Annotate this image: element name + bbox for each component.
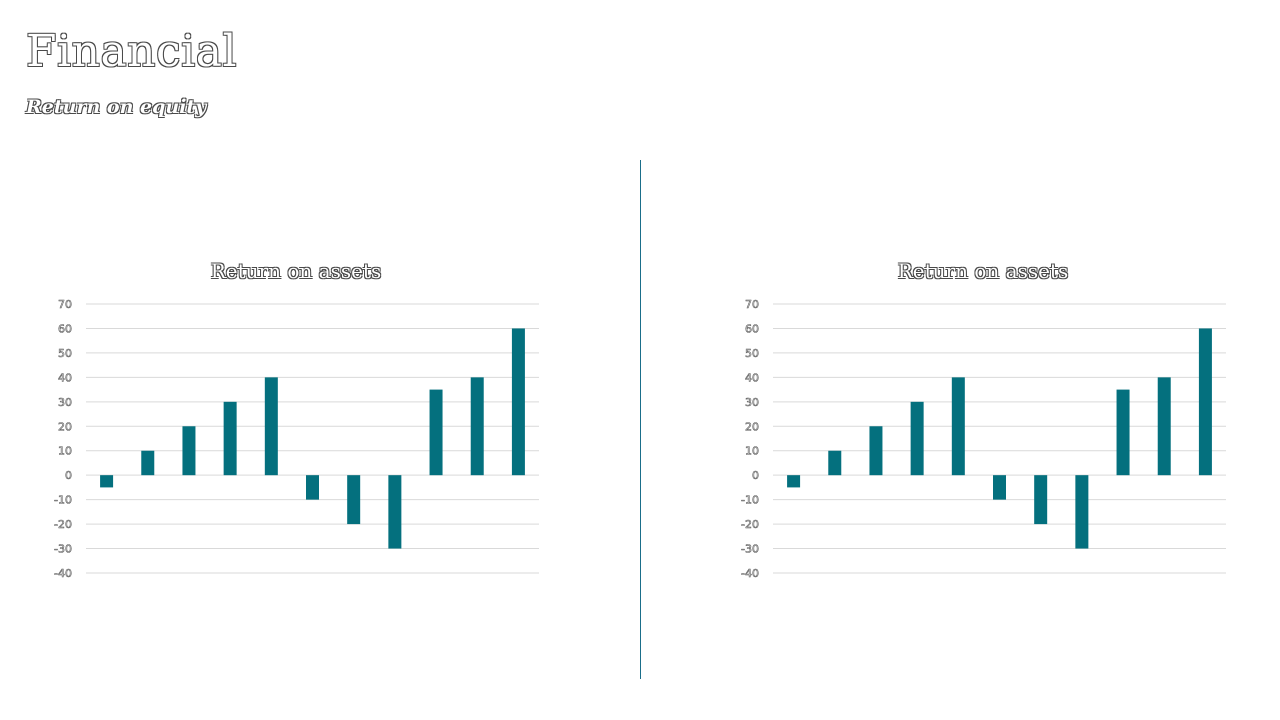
y-tick-label: 70 xyxy=(58,298,72,311)
y-tick-label: 30 xyxy=(58,396,72,409)
bar xyxy=(1034,475,1048,525)
y-tick-label: 60 xyxy=(745,322,759,335)
y-tick-label: 70 xyxy=(745,298,759,311)
y-tick-label: -10 xyxy=(741,494,759,507)
y-tick-label: 0 xyxy=(752,469,759,482)
bar xyxy=(388,475,402,549)
bar xyxy=(993,475,1006,500)
bar xyxy=(828,450,842,476)
y-tick-label: 20 xyxy=(58,420,72,433)
y-tick-label: 60 xyxy=(58,322,72,335)
bar xyxy=(223,401,237,476)
bar xyxy=(264,377,278,476)
y-tick-label: 40 xyxy=(745,371,759,384)
bar xyxy=(470,377,484,476)
y-tick-label: 0 xyxy=(65,469,72,482)
bar xyxy=(347,475,361,525)
bar xyxy=(141,450,155,476)
bar xyxy=(869,426,883,476)
chart-plot: 70 60 50 40 30 20 10 0 -10 -20 -30 -40 xyxy=(741,298,1226,580)
bar xyxy=(951,377,965,476)
y-tick-label: -30 xyxy=(741,543,759,556)
page-subtitle: Return on equity xyxy=(26,96,207,118)
bar xyxy=(787,475,801,488)
y-tick-label: 20 xyxy=(745,420,759,433)
bar xyxy=(1198,328,1212,476)
chart-left: Return on assets 70 60 50 40 30 20 10 0 -10 -20 -3… xyxy=(36,255,556,595)
bar xyxy=(100,475,114,488)
y-tick-label: 50 xyxy=(745,347,759,360)
bar xyxy=(1157,377,1171,476)
y-tick-label: -30 xyxy=(54,543,72,556)
chart-right: Return on assets 70 60 50 40 30 20 10 0 -10 -20 -3… xyxy=(723,255,1243,595)
vertical-divider xyxy=(640,160,641,679)
bar xyxy=(182,426,196,476)
bar xyxy=(1116,389,1130,476)
y-tick-label: -20 xyxy=(54,518,72,531)
bar xyxy=(910,401,924,476)
y-tick-label: 30 xyxy=(745,396,759,409)
bar xyxy=(306,475,319,500)
y-tick-label: 10 xyxy=(745,445,759,458)
chart-title: Return on assets xyxy=(210,259,382,283)
chart-plot: 70 60 50 40 30 20 10 0 -10 -20 -30 -40 xyxy=(54,298,539,580)
y-tick-label: -40 xyxy=(54,567,72,580)
bar xyxy=(1075,475,1089,549)
y-tick-label: 40 xyxy=(58,371,72,384)
chart-title: Return on assets xyxy=(897,259,1069,283)
y-tick-label: -40 xyxy=(741,567,759,580)
bar xyxy=(511,328,525,476)
bar xyxy=(429,389,443,476)
y-tick-label: -20 xyxy=(741,518,759,531)
y-tick-label: 50 xyxy=(58,347,72,360)
y-tick-label: -10 xyxy=(54,494,72,507)
page-title: Financial xyxy=(26,26,238,77)
y-tick-label: 10 xyxy=(58,445,72,458)
